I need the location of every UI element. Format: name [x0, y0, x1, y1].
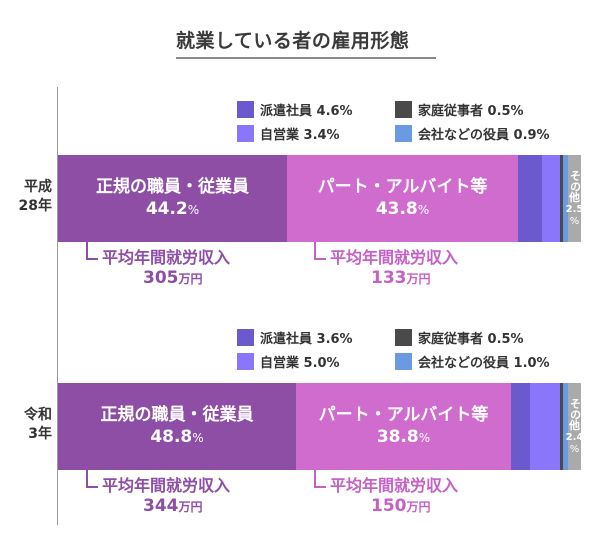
bracket-connector	[314, 242, 326, 260]
bracket-connector	[86, 242, 98, 260]
legend-item-haken: 派遣社員 3.6%	[237, 328, 353, 347]
legend-label-kazoku: 家庭従事者 0.5%	[418, 332, 524, 347]
segment-sonota-label: その 他 2.5 %	[565, 169, 584, 227]
legend-item-haken: 派遣社員 4.6%	[237, 100, 353, 119]
legend-item-kazoku: 家庭従事者 0.5%	[395, 100, 524, 119]
segment-part: パート・アルバイト等 38.8%	[296, 383, 511, 470]
segment-kazoku	[560, 383, 563, 470]
stacked-bar-r3: 正規の職員・従業員 48.8% パート・アルバイト等 38.8% その 他 2.…	[58, 383, 584, 470]
bracket-connector	[86, 470, 98, 488]
segment-sonota: その 他 2.4 %	[565, 383, 584, 470]
legend-label-yakuin: 会社などの役員 1.0%	[418, 356, 550, 371]
row-label-line1: 平成	[24, 179, 52, 195]
row-label-line2: 28年	[18, 198, 52, 214]
legend-item-kazoku: 家庭従事者 0.5%	[395, 328, 524, 347]
segment-haken	[511, 383, 530, 470]
segment-sonota: その 他 2.5 %	[565, 155, 584, 242]
legend-label-jiei: 自営業 3.4%	[260, 128, 340, 143]
legend-swatch-kazoku	[395, 329, 412, 346]
row-label-h28: 平成 28年	[8, 178, 52, 216]
segment-seiki: 正規の職員・従業員 44.2%	[58, 155, 287, 242]
income-label: 平均年間就労収入	[102, 476, 231, 495]
income-label: 平均年間就労収入	[330, 248, 459, 267]
legend-swatch-jiei	[237, 353, 254, 370]
segment-seiki: 正規の職員・従業員 48.8%	[58, 383, 296, 470]
row-label-line2: 3年	[28, 426, 52, 442]
legend-label-kazoku: 家庭従事者 0.5%	[418, 104, 524, 119]
legend-item-yakuin: 会社などの役員 0.9%	[395, 124, 550, 143]
segment-value: 43.8%	[375, 199, 430, 219]
bracket-connector	[314, 470, 326, 488]
legend-label-haken: 派遣社員 3.6%	[260, 332, 353, 347]
legend-item-jiei: 自営業 3.4%	[237, 124, 340, 143]
legend-swatch-yakuin	[395, 125, 412, 142]
segment-label: 正規の職員・従業員	[96, 177, 249, 197]
legend-item-jiei: 自営業 5.0%	[237, 352, 340, 371]
legend-item-yakuin: 会社などの役員 1.0%	[395, 352, 550, 371]
legend-swatch-kazoku	[395, 101, 412, 118]
category-axis-line	[57, 87, 58, 525]
income-value: 305万円	[143, 268, 203, 288]
segment-value: 48.8%	[150, 427, 204, 447]
legend-label-jiei: 自営業 5.0%	[260, 356, 340, 371]
segment-value: 38.8%	[376, 427, 431, 447]
income-value: 133万円	[371, 268, 431, 288]
segment-haken	[518, 155, 542, 242]
legend-swatch-jiei	[237, 125, 254, 142]
income-label: 平均年間就労収入	[330, 476, 459, 495]
segment-label: 正規の職員・従業員	[100, 405, 254, 425]
segment-label: パート・アルバイト等	[317, 177, 488, 197]
income-label: 平均年間就労収入	[102, 248, 231, 267]
legend-swatch-haken	[237, 329, 254, 346]
legend-label-yakuin: 会社などの役員 0.9%	[418, 128, 550, 143]
chart-title: 就業している者の雇用形態	[176, 30, 410, 52]
title-underline	[176, 57, 436, 59]
segment-yakuin	[563, 383, 568, 470]
legend-label-haken: 派遣社員 4.6%	[260, 104, 353, 119]
income-value: 344万円	[143, 496, 203, 516]
segment-kazoku	[560, 155, 563, 242]
segment-label: パート・アルバイト等	[318, 405, 489, 425]
legend-swatch-yakuin	[395, 353, 412, 370]
legend-swatch-haken	[237, 101, 254, 118]
segment-value: 44.2%	[145, 199, 200, 219]
stacked-bar-h28: 正規の職員・従業員 44.2% パート・アルバイト等 43.8% その 他 2.…	[58, 155, 584, 242]
segment-jiei	[530, 383, 560, 470]
segment-sonota-label: その 他 2.4 %	[565, 397, 584, 455]
segment-yakuin	[563, 155, 568, 242]
segment-part: パート・アルバイト等 43.8%	[287, 155, 518, 242]
segment-jiei	[542, 155, 560, 242]
income-value: 150万円	[371, 496, 431, 516]
row-label-r3: 令和 3年	[8, 406, 52, 444]
row-label-line1: 令和	[24, 407, 52, 423]
